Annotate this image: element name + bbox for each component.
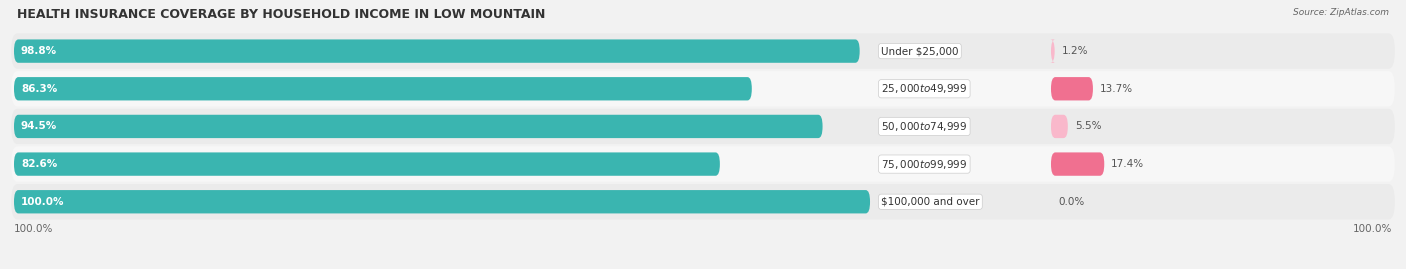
Text: 86.3%: 86.3% [21,84,58,94]
Text: 100.0%: 100.0% [14,224,53,234]
FancyBboxPatch shape [14,115,823,138]
FancyBboxPatch shape [1052,153,1104,176]
Text: 98.8%: 98.8% [21,46,58,56]
Text: Source: ZipAtlas.com: Source: ZipAtlas.com [1294,8,1389,17]
FancyBboxPatch shape [14,40,859,63]
FancyBboxPatch shape [11,109,1395,144]
Text: 82.6%: 82.6% [21,159,58,169]
FancyBboxPatch shape [11,33,1395,69]
FancyBboxPatch shape [14,153,720,176]
FancyBboxPatch shape [1052,77,1092,100]
FancyBboxPatch shape [11,146,1395,182]
Text: 0.0%: 0.0% [1057,197,1084,207]
Text: $25,000 to $49,999: $25,000 to $49,999 [882,82,967,95]
Text: 5.5%: 5.5% [1074,121,1101,132]
Text: Under $25,000: Under $25,000 [882,46,959,56]
FancyBboxPatch shape [1052,115,1067,138]
FancyBboxPatch shape [14,77,752,100]
Text: 100.0%: 100.0% [1353,224,1392,234]
FancyBboxPatch shape [11,184,1395,220]
Text: $50,000 to $74,999: $50,000 to $74,999 [882,120,967,133]
FancyBboxPatch shape [14,190,870,213]
Text: $100,000 and over: $100,000 and over [882,197,980,207]
Text: $75,000 to $99,999: $75,000 to $99,999 [882,158,967,171]
Text: HEALTH INSURANCE COVERAGE BY HOUSEHOLD INCOME IN LOW MOUNTAIN: HEALTH INSURANCE COVERAGE BY HOUSEHOLD I… [17,8,546,21]
FancyBboxPatch shape [11,71,1395,107]
Text: 100.0%: 100.0% [21,197,65,207]
FancyBboxPatch shape [1050,40,1056,63]
Text: 17.4%: 17.4% [1111,159,1144,169]
Text: 1.2%: 1.2% [1062,46,1088,56]
Text: 13.7%: 13.7% [1099,84,1133,94]
Text: 94.5%: 94.5% [21,121,58,132]
